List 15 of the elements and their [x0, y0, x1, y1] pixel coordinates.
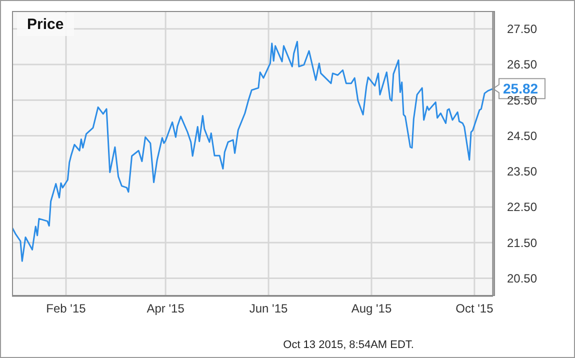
- y-tick-label: 22.50: [507, 200, 538, 214]
- y-tick-label: 24.50: [507, 128, 538, 143]
- x-tick-label: Oct '15: [456, 302, 494, 316]
- y-tick-label: 20.50: [507, 271, 538, 286]
- y-tick-label: 21.50: [507, 236, 538, 250]
- y-tick-label: 27.50: [507, 22, 538, 36]
- x-tick-label: Apr '15: [146, 302, 185, 316]
- y-tick-label: 23.50: [507, 164, 538, 179]
- text: Oct 13 2015, 8:54AM EDT.: [283, 339, 414, 351]
- line-series: [12, 40, 493, 262]
- x-tick-label: Jun '15: [249, 302, 288, 316]
- y-tick-label: 26.50: [507, 58, 538, 72]
- x-tick-label: Feb '15: [46, 302, 86, 316]
- x-tick-label: Aug '15: [351, 302, 392, 316]
- chart-title: Price: [17, 13, 74, 36]
